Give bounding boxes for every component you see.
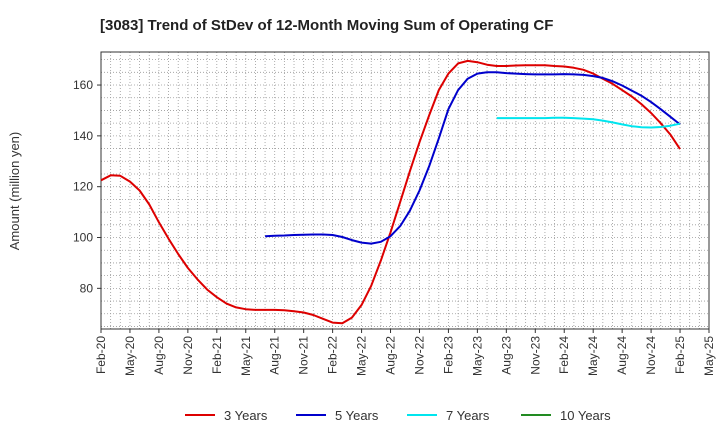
chart-title: [3083] Trend of StDev of 12-Month Moving… [100,17,553,34]
y-tick-label: 140 [73,129,93,143]
x-tick-label: Feb-21 [210,336,224,374]
x-tick-label: Nov-20 [181,336,195,375]
legend-label: 7 Years [446,408,490,423]
y-tick-label: 80 [80,281,94,295]
plot-background [101,52,709,329]
series-layer [100,59,681,325]
x-tick-label: May-23 [470,336,484,376]
x-tick-label: May-20 [123,336,137,376]
x-tick-label: Nov-24 [644,336,658,375]
series-line-7-years [496,116,681,129]
y-tick-label: 160 [73,78,93,92]
x-tick-label: Nov-21 [297,336,311,375]
legend-label: 10 Years [560,408,611,423]
x-tick-label: Feb-20 [94,336,108,374]
series-line-3-years [100,59,681,325]
plot-area [100,51,710,330]
x-tick-label: Feb-24 [557,336,571,374]
y-axis-ticks: 80 100 120 140 160 [73,78,101,295]
legend: 3 Years 5 Years 7 Years 10 Years [185,408,611,423]
x-tick-label: Nov-23 [528,336,542,375]
x-tick-label: May-22 [355,336,369,376]
x-tick-label: May-21 [239,336,253,376]
series-line-5-years [265,71,681,245]
plot-border [100,51,710,330]
vertical-gridlines [110,52,700,329]
x-tick-label: Feb-22 [326,336,340,374]
y-tick-label: 120 [73,180,93,194]
x-axis-ticks: Feb-20 May-20 Aug-20 Nov-20 Feb-21 May-21 Aug-… [94,329,716,376]
x-tick-label: Aug-22 [384,336,398,375]
x-tick-label: May-24 [586,336,600,376]
x-tick-label: Feb-25 [673,336,687,374]
x-tick-label: Aug-24 [615,336,629,375]
x-tick-label: Aug-21 [268,336,282,375]
x-tick-label: Nov-22 [412,336,426,375]
y-axis-label: Amount (million yen) [7,132,22,251]
x-tick-label: Aug-23 [499,336,513,375]
y-tick-label: 100 [73,231,93,245]
x-tick-label: May-25 [702,336,716,376]
x-tick-label: Aug-20 [152,336,166,375]
legend-label: 5 Years [335,408,379,423]
legend-label: 3 Years [224,408,268,423]
x-tick-label: Feb-23 [441,336,455,374]
